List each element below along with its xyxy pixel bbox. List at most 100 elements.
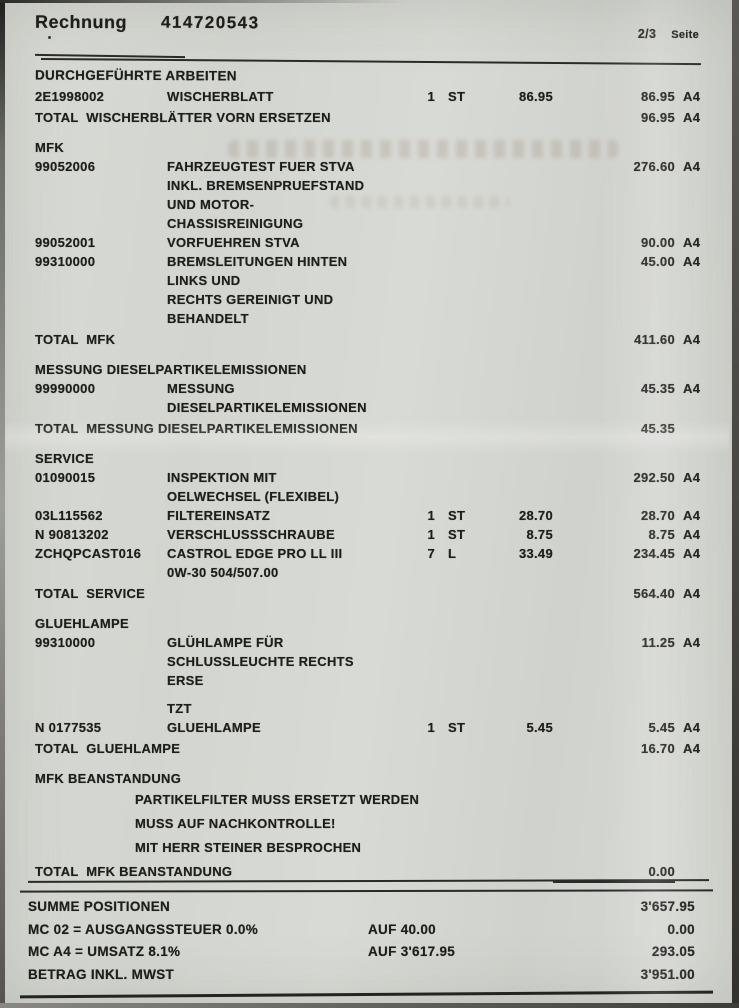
- summary-row: BETRAG INKL. MWST 3'951.00: [28, 964, 695, 987]
- invoice-header: Rechnung 414720543 2/3 Seite: [0, 0, 739, 41]
- photo-edge-left: [0, 0, 5, 1008]
- item-amount: 276.60: [553, 157, 675, 233]
- note-row: MUSS AUF NACHKONTROLLE!: [35, 812, 705, 836]
- item-amount: 45.00: [553, 252, 675, 328]
- total-tax-code: A4: [675, 584, 705, 603]
- item-quantity: [395, 252, 435, 328]
- total-amount: 0.00: [553, 862, 675, 883]
- item-unit-price: [481, 379, 553, 417]
- item-description: MESSUNG DIESELPARTIKELEMISSIONEN: [167, 381, 367, 415]
- item-code: 03L115562: [35, 508, 103, 523]
- item-unit-price: [481, 633, 553, 718]
- total-tax-code: A4: [675, 108, 705, 127]
- item-description: CASTROL EDGE PRO LL III 0W-30 504/507.00: [167, 546, 343, 580]
- item-code: ZCHQPCAST016: [35, 546, 142, 561]
- page-number-label: Seite: [671, 29, 699, 41]
- item-unit: ST: [448, 508, 466, 523]
- paper-light-band: [600, 0, 710, 1008]
- ink-dot-artifact: [48, 36, 51, 39]
- summary-base-amount: [368, 896, 545, 919]
- item-description: VERSCHLUSSSCHRAUBE: [167, 527, 335, 542]
- summary-amount: 293.05: [545, 941, 695, 964]
- summary-section: SUMME POSITIONEN3'657.95MC 02 = AUSGANGS…: [0, 892, 739, 986]
- section-row: SERVICE: [35, 449, 705, 468]
- total-label: TOTAL WISCHERBLÄTTER VORN ERSETZEN: [35, 110, 331, 125]
- section-label: SERVICE: [35, 451, 94, 466]
- note-text: MUSS AUF NACHKONTROLLE!: [135, 816, 336, 831]
- item-tax-code: A4: [675, 718, 705, 737]
- item-amount: 8.75: [553, 525, 675, 544]
- item-tax-code: A4: [675, 233, 705, 252]
- item-amount: 11.25: [553, 633, 675, 718]
- item-tax-code: A4: [675, 506, 705, 525]
- item-description: WISCHERBLATT: [167, 89, 274, 104]
- table-row: 99052006 FAHRZEUGTEST FUER STVA INKL. BREM…: [35, 157, 705, 233]
- total-row: TOTAL GLUEHLAMPE 16.70A4: [35, 739, 705, 758]
- photo-edge-right: [732, 0, 739, 1008]
- item-tax-code: A4: [675, 379, 705, 417]
- item-tax-code: A4: [675, 525, 705, 544]
- total-amount: 564.40: [553, 584, 675, 603]
- item-quantity: 7: [427, 546, 435, 561]
- section-label: GLUEHLAMPE: [35, 616, 129, 631]
- section-row: MFK BEANSTANDUNG: [35, 769, 705, 788]
- item-code: 2E1998002: [35, 89, 105, 104]
- table-row: N 90813202VERSCHLUSSSCHRAUBE1ST8.758.75A…: [35, 525, 705, 544]
- item-code: 99052001: [35, 235, 96, 250]
- item-unit-price: 33.49: [518, 546, 553, 561]
- summary-row: SUMME POSITIONEN 3'657.95: [28, 896, 695, 919]
- total-tax-code: A4: [675, 739, 705, 758]
- item-description: FILTEREINSATZ: [167, 508, 271, 523]
- item-code: 99052006: [35, 159, 96, 174]
- total-amount: 96.95: [553, 108, 675, 127]
- item-tax-code: A4: [675, 157, 705, 233]
- item-unit-price: [481, 157, 553, 233]
- summary-row: MC A4 = UMSATZ 8.1% AUF 3'617.95 293.05: [28, 941, 695, 964]
- page-number: 2/3: [638, 27, 656, 41]
- summary-row: MC 02 = AUSGANGSSTEUER 0.0% AUF 40.00 0.00: [28, 919, 695, 942]
- total-row: TOTAL MFK BEANSTANDUNG 0.00: [35, 862, 705, 883]
- total-label: TOTAL GLUEHLAMPE: [35, 741, 181, 756]
- item-description: INSPEKTION MIT OELWECHSEL (FLEXIBEL): [167, 470, 340, 504]
- total-row: TOTAL WISCHERBLÄTTER VORN ERSETZEN 96.95A…: [35, 108, 705, 127]
- table-row: 01090015 INSPEKTION MIT OELWECHSEL (FLEXIB…: [35, 468, 705, 506]
- note-text: PARTIKELFILTER MUSS ERSETZT WERDEN: [135, 792, 420, 807]
- item-quantity: [395, 468, 435, 506]
- item-tax-code: A4: [675, 544, 705, 582]
- item-tax-code: A4: [675, 468, 705, 506]
- table-row: 99310000 GLÜHLAMPE FÜR SCHLUSSLEUCHTE RECH…: [35, 633, 705, 718]
- summary-label: MC 02 = AUSGANGSSTEUER 0.0%: [28, 921, 259, 937]
- table-row: 99052001 VORFUEHREN STVA 90.00A4: [35, 233, 705, 252]
- item-amount: 45.35: [553, 379, 675, 417]
- item-description: FAHRZEUGTEST FUER STVA INKL. BREMSENPRUEF…: [167, 159, 365, 231]
- item-unit-price: 28.70: [518, 508, 553, 523]
- item-quantity: 1: [427, 89, 435, 104]
- total-amount: 16.70: [553, 739, 675, 758]
- item-quantity: 1: [427, 527, 435, 542]
- summary-label: SUMME POSITIONEN: [28, 899, 171, 914]
- item-quantity: [395, 157, 435, 233]
- table-row: ZCHQPCAST016 CASTROL EDGE PRO LL III 0W-30…: [35, 544, 705, 582]
- summary-label: BETRAG INKL. MWST: [28, 966, 175, 982]
- item-quantity: [395, 633, 435, 718]
- item-code: N 90813202: [35, 527, 109, 542]
- invoice-number: 414720543: [160, 12, 260, 33]
- section-label: MESSUNG DIESELPARTIKELEMISSIONEN: [35, 362, 307, 377]
- section-label: MFK BEANSTANDUNG: [35, 771, 182, 786]
- item-unit: L: [448, 546, 457, 561]
- item-code: 99310000: [35, 254, 96, 269]
- total-amount: 45.35: [553, 419, 675, 438]
- item-unit-price: [481, 468, 553, 506]
- item-unit: ST: [448, 89, 466, 104]
- item-amount: 90.00: [553, 233, 675, 252]
- note-text: MIT HERR STEINER BESPROCHEN: [135, 840, 362, 855]
- item-quantity: [395, 379, 435, 417]
- item-unit: [435, 468, 481, 506]
- item-quantity: [395, 233, 435, 252]
- item-description: GLÜHLAMPE FÜR SCHLUSSLEUCHTE RECHTS ERSE TZ…: [167, 635, 354, 716]
